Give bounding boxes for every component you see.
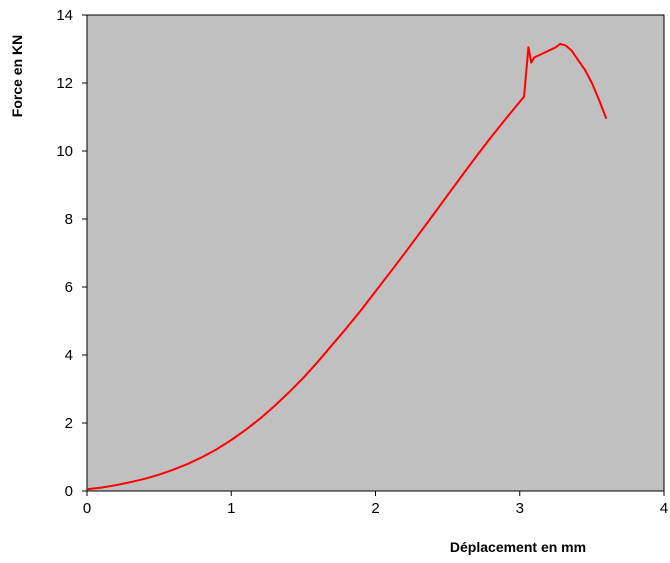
y-tick-label: 2 <box>65 415 73 432</box>
x-tick-label: 4 <box>660 500 668 517</box>
y-tick-label: 14 <box>56 7 73 24</box>
x-tick-label: 2 <box>371 500 379 517</box>
y-tick-label: 4 <box>65 347 73 364</box>
x-axis-title: Déplacement en mm <box>450 539 586 555</box>
y-tick-label: 6 <box>65 279 73 296</box>
x-tick-label: 3 <box>516 500 524 517</box>
y-tick-label: 0 <box>65 483 73 500</box>
x-tick-label: 0 <box>83 500 91 517</box>
y-axis-title: Force en KN <box>9 35 25 117</box>
series-group <box>86 42 608 491</box>
series-line-0 <box>86 42 608 491</box>
plot-area <box>86 14 665 492</box>
x-tick-label: 1 <box>227 500 235 517</box>
y-tick-label: 8 <box>65 211 73 228</box>
y-tick-label: 10 <box>56 143 73 160</box>
y-tick-label: 12 <box>56 75 73 92</box>
